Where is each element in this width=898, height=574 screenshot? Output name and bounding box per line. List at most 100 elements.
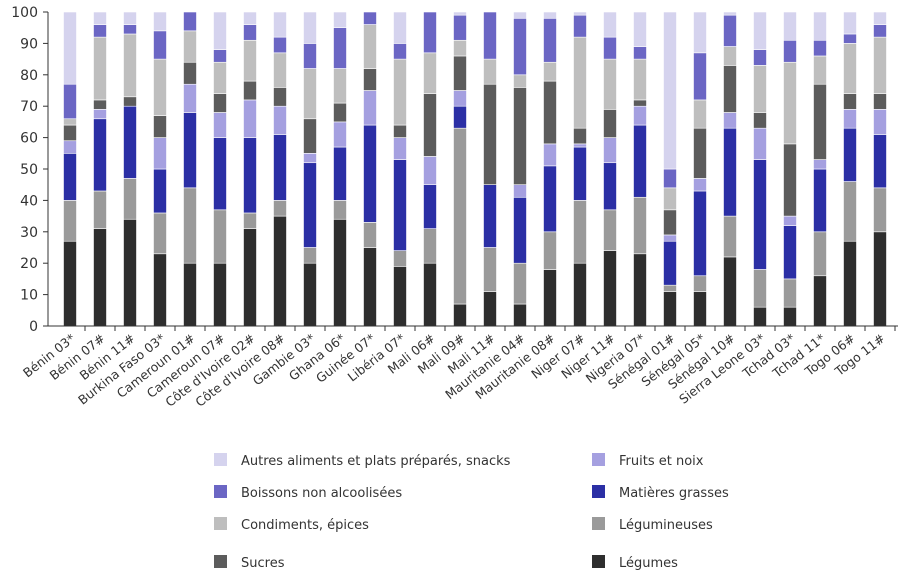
bar-segment-sucres: [543, 80, 557, 145]
legend-swatch: [592, 517, 605, 530]
bar-segment-autres-aliments-et-plats-prepares-snacks: [723, 11, 737, 16]
bar-segment-fruits-et-noix: [753, 127, 767, 160]
bar-segment-legumineuses: [513, 262, 527, 305]
legend-swatch: [592, 555, 605, 568]
bar-segment-fruits-et-noix: [363, 90, 377, 126]
bar-segment-legumineuses: [723, 215, 737, 258]
bar-segment-matieres-grasses: [393, 159, 407, 251]
bar-segment-legumes: [723, 256, 737, 327]
bar-segment-matieres-grasses: [273, 134, 287, 201]
bar-segment-condiments-epices: [543, 61, 557, 82]
bar-stack-mali-09: [453, 11, 467, 327]
bar-segment-autres-aliments-et-plats-prepares-snacks: [63, 11, 77, 85]
bar-segment-sucres: [663, 209, 677, 236]
bar-stack-tchad-11: [813, 11, 827, 327]
bar-segment-legumes: [543, 269, 557, 327]
bar-stack-cote-d-ivoire-02: [243, 11, 257, 327]
bar-segment-sucres: [483, 83, 497, 186]
bar-segment-legumineuses: [873, 187, 887, 233]
bar-segment-condiments-epices: [663, 187, 677, 211]
bar-segment-fruits-et-noix: [213, 112, 227, 138]
bar-segment-matieres-grasses: [723, 127, 737, 217]
bar-segment-matieres-grasses: [813, 168, 827, 233]
bar-segment-sucres: [723, 65, 737, 113]
bar-segment-condiments-epices: [423, 52, 437, 94]
bar-segment-legumes: [123, 218, 137, 327]
bar-segment-matieres-grasses: [543, 165, 557, 233]
bar-segment-legumineuses: [423, 228, 437, 264]
bar-segment-boissons-non-alcoolisees: [603, 36, 617, 60]
y-tick-label: 0: [29, 319, 38, 335]
bar-segment-autres-aliments-et-plats-prepares-snacks: [843, 11, 857, 35]
bar-segment-autres-aliments-et-plats-prepares-snacks: [123, 11, 137, 25]
bar-segment-condiments-epices: [603, 58, 617, 110]
bar-segment-legumes: [813, 275, 827, 327]
bar-segment-autres-aliments-et-plats-prepares-snacks: [513, 11, 527, 19]
bar-segment-fruits-et-noix: [693, 178, 707, 192]
bar-segment-condiments-epices: [783, 61, 797, 145]
bar-segment-condiments-epices: [453, 39, 467, 57]
bar-stack-senegal-05: [693, 11, 707, 327]
bar-segment-legumes: [753, 306, 767, 327]
y-tick-label: 50: [20, 162, 38, 178]
bar-segment-fruits-et-noix: [243, 99, 257, 138]
legend-label: Condiments, épices: [241, 518, 369, 533]
bar-segment-legumes: [63, 240, 77, 327]
bar-segment-sucres: [423, 93, 437, 157]
bar-segment-sucres: [153, 115, 167, 138]
legend-label: Sucres: [241, 556, 285, 571]
bar-segment-fruits-et-noix: [393, 137, 407, 160]
bar-segment-fruits-et-noix: [153, 137, 167, 170]
bar-segment-condiments-epices: [633, 58, 647, 101]
bar-segment-fruits-et-noix: [723, 112, 737, 129]
bar-segment-legumineuses: [783, 278, 797, 308]
bar-segment-legumes: [843, 240, 857, 327]
bar-segment-boissons-non-alcoolisees: [813, 39, 827, 57]
legend-label: Boissons non alcoolisées: [241, 486, 402, 501]
bar-segment-matieres-grasses: [663, 240, 677, 286]
bar-segment-autres-aliments-et-plats-prepares-snacks: [873, 11, 887, 25]
legend-label: Légumes: [619, 556, 678, 571]
bar-segment-autres-aliments-et-plats-prepares-snacks: [783, 11, 797, 41]
legend-item-condiments-epices: Condiments, épices: [214, 517, 369, 533]
bar-segment-legumineuses: [573, 200, 587, 264]
bar-stack-senegal-10: [723, 11, 737, 327]
bar-segment-autres-aliments-et-plats-prepares-snacks: [573, 11, 587, 16]
x-axis: Bénin 03*Bénin 07#Bénin 11#Burkina Faso …: [20, 325, 898, 410]
bar-segment-matieres-grasses: [603, 162, 617, 211]
bar-segment-condiments-epices: [183, 30, 197, 63]
bar-segment-legumes: [183, 262, 197, 327]
bar-stack-togo-11: [873, 11, 887, 327]
legend-label: Fruits et noix: [619, 454, 704, 469]
legend-label: Autres aliments et plats préparés, snack…: [241, 454, 511, 469]
bar-segment-condiments-epices: [303, 68, 317, 120]
bar-segment-autres-aliments-et-plats-prepares-snacks: [633, 11, 647, 47]
bar-segment-legumineuses: [633, 196, 647, 255]
bar-segment-legumineuses: [393, 250, 407, 267]
bar-segment-boissons-non-alcoolisees: [93, 24, 107, 38]
bar-segment-matieres-grasses: [303, 162, 317, 248]
bar-segment-fruits-et-noix: [573, 143, 587, 148]
bar-stack-benin-11: [123, 11, 137, 327]
bar-stack-mauritanie-04: [513, 11, 527, 327]
bar-segment-legumineuses: [123, 178, 137, 220]
y-tick-label: 90: [20, 36, 38, 52]
bar-segment-autres-aliments-et-plats-prepares-snacks: [213, 11, 227, 50]
bar-segment-autres-aliments-et-plats-prepares-snacks: [153, 11, 167, 32]
bar-segment-boissons-non-alcoolisees: [183, 11, 197, 32]
bar-segment-autres-aliments-et-plats-prepares-snacks: [453, 11, 467, 16]
bar-segment-boissons-non-alcoolisees: [363, 11, 377, 25]
bar-stack-niger-11: [603, 11, 617, 327]
bar-segment-boissons-non-alcoolisees: [333, 27, 347, 69]
bar-segment-condiments-epices: [513, 74, 527, 88]
legend: Autres aliments et plats préparés, snack…: [214, 453, 729, 571]
bar-segment-boissons-non-alcoolisees: [243, 24, 257, 41]
bar-segment-legumineuses: [303, 247, 317, 264]
bar-segment-sucres: [873, 93, 887, 110]
bar-segment-condiments-epices: [153, 58, 167, 116]
bar-segment-legumineuses: [63, 200, 77, 242]
bar-stack-cameroun-01: [183, 11, 197, 327]
bar-segment-fruits-et-noix: [63, 140, 77, 154]
bar-segment-matieres-grasses: [843, 127, 857, 182]
